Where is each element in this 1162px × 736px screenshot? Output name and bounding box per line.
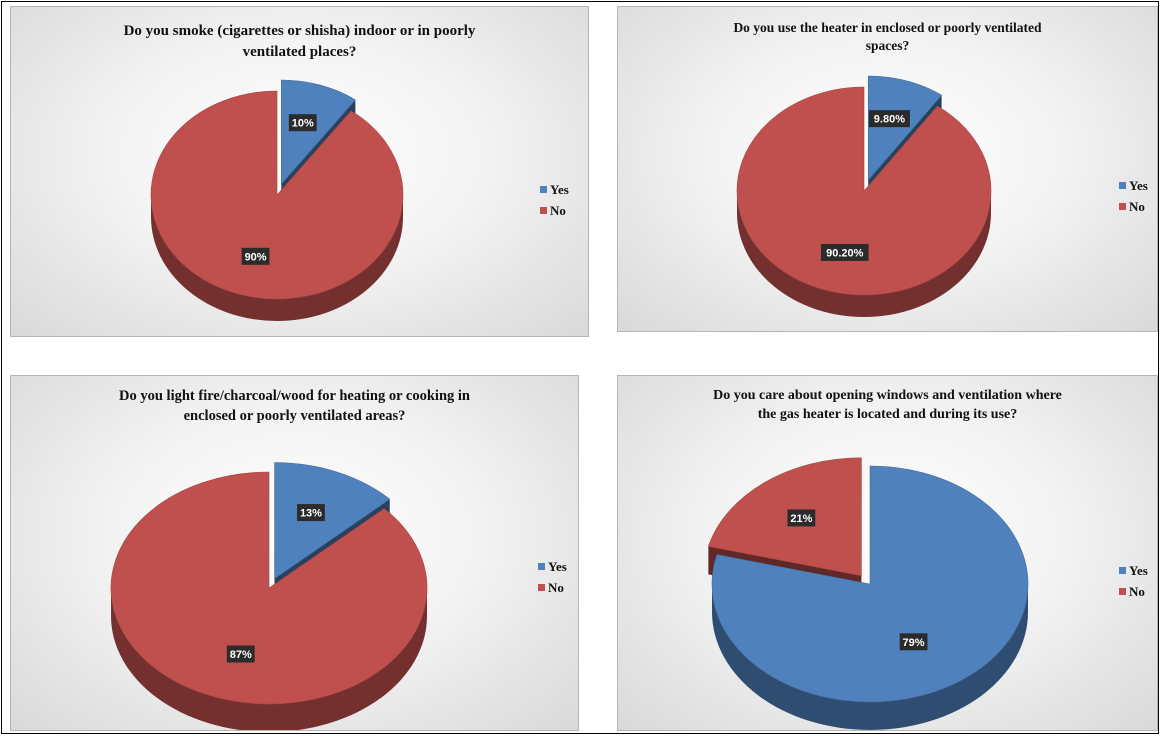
pie-rim-no bbox=[111, 588, 427, 730]
legend-swatch-yes bbox=[1119, 182, 1126, 189]
legend-item-yes: Yes bbox=[538, 556, 567, 577]
pie-slice-no bbox=[736, 86, 992, 296]
pie-slice-yes bbox=[281, 79, 356, 185]
data-label-text: 90.20% bbox=[826, 247, 864, 259]
data-label-text: 21% bbox=[790, 513, 812, 525]
legend-item-yes: Yes bbox=[1119, 175, 1148, 196]
data-label-text: 13% bbox=[300, 508, 322, 520]
chart-panel-heater: Do you use the heater in enclosed or poo… bbox=[617, 6, 1158, 332]
data-label-text: 10% bbox=[292, 118, 314, 130]
data-label-yes: 13% bbox=[297, 504, 325, 522]
data-label-box bbox=[297, 504, 325, 522]
pie-rim-yes bbox=[712, 584, 1028, 730]
data-label-box bbox=[226, 645, 255, 663]
data-label-no: 87% bbox=[226, 645, 255, 663]
legend-swatch-yes bbox=[1119, 567, 1126, 574]
pie-slice-yes bbox=[274, 462, 391, 580]
data-label-no: 90% bbox=[241, 247, 270, 265]
legend-label-yes: Yes bbox=[550, 181, 569, 197]
pie-slice-yes bbox=[867, 75, 943, 181]
chart-title: Do you use the heater in enclosed or poo… bbox=[733, 20, 1042, 53]
pie-slice-no bbox=[110, 471, 428, 705]
legend-label-no: No bbox=[550, 202, 566, 218]
chart-title: Do you light fire/charcoal/wood for heat… bbox=[119, 388, 470, 424]
legend-item-no: No bbox=[1119, 581, 1148, 602]
data-label-box bbox=[868, 110, 910, 128]
legend-label-no: No bbox=[1129, 198, 1145, 214]
legend-swatch-no bbox=[540, 207, 547, 214]
legend-swatch-no bbox=[538, 584, 545, 591]
legend: Yes No bbox=[1119, 175, 1148, 217]
data-label-text: 9.80% bbox=[874, 114, 905, 126]
legend-item-no: No bbox=[1119, 196, 1148, 217]
data-label-box bbox=[241, 247, 270, 265]
data-label-box bbox=[820, 243, 869, 261]
pie-chart: 13% 87% bbox=[110, 462, 428, 730]
pie-slice-no bbox=[150, 90, 404, 300]
chart-panel-fire: Do you light fire/charcoal/wood for heat… bbox=[10, 375, 579, 731]
legend-swatch-yes bbox=[538, 563, 545, 570]
data-label-text: 79% bbox=[903, 637, 925, 649]
pie-slice-yes bbox=[711, 465, 1029, 703]
legend-swatch-no bbox=[1119, 588, 1126, 595]
legend-item-no: No bbox=[540, 200, 569, 221]
legend-item-no: No bbox=[538, 577, 567, 598]
pie-slice-no bbox=[707, 457, 862, 577]
data-label-box bbox=[899, 633, 928, 651]
legend-label-yes: Yes bbox=[548, 558, 567, 574]
pie-chart: 9.80% 90.20% bbox=[736, 75, 992, 317]
data-label-no: 21% bbox=[787, 509, 816, 527]
data-label-box bbox=[288, 114, 317, 132]
chart-title: Do you smoke (cigarettes or shisha) indo… bbox=[123, 23, 476, 60]
data-label-yes: 79% bbox=[899, 633, 928, 651]
legend: Yes No bbox=[538, 556, 567, 598]
legend-label-yes: Yes bbox=[1129, 177, 1148, 193]
legend: Yes No bbox=[1119, 560, 1148, 602]
data-label-no: 90.20% bbox=[820, 243, 869, 261]
legend-swatch-yes bbox=[540, 186, 547, 193]
legend-item-yes: Yes bbox=[540, 179, 569, 200]
pie-rim-no bbox=[151, 195, 403, 321]
data-label-yes: 9.80% bbox=[868, 110, 910, 128]
chart-panel-windows: Do you care about opening windows and ve… bbox=[617, 375, 1158, 731]
legend-label-yes: Yes bbox=[1129, 562, 1148, 578]
legend: Yes No bbox=[540, 179, 569, 221]
legend-label-no: No bbox=[548, 579, 564, 595]
legend-item-yes: Yes bbox=[1119, 560, 1148, 581]
data-label-text: 87% bbox=[230, 649, 252, 661]
pie-rim-no bbox=[737, 191, 991, 317]
pie-chart: 10% 90% bbox=[150, 79, 404, 321]
data-label-text: 90% bbox=[245, 251, 267, 263]
legend-swatch-no bbox=[1119, 203, 1126, 210]
data-label-box bbox=[787, 509, 816, 527]
chart-panel-smoking: Do you smoke (cigarettes or shisha) indo… bbox=[10, 6, 589, 337]
pie-chart: 79% 21% bbox=[707, 457, 1029, 730]
chart-title: Do you care about opening windows and ve… bbox=[713, 388, 1062, 422]
legend-label-no: No bbox=[1129, 583, 1145, 599]
data-label-yes: 10% bbox=[288, 114, 317, 132]
